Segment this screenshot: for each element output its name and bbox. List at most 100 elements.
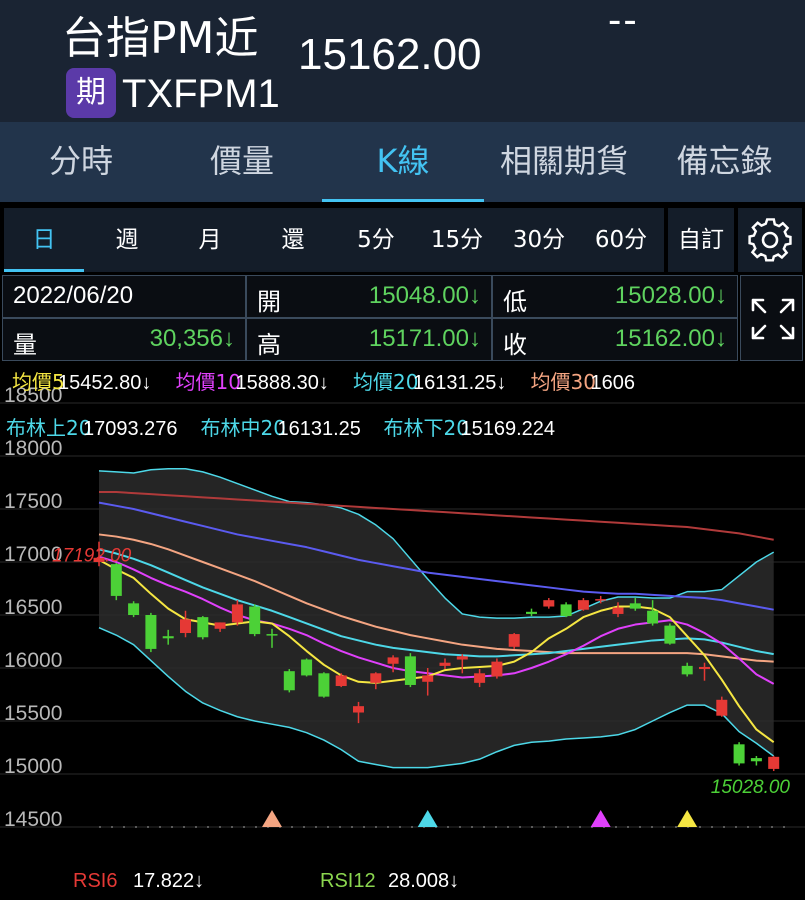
candle-body <box>439 662 451 666</box>
futures-badge: 期 <box>66 68 116 118</box>
high-cell: 高 15171.00↓ <box>246 318 492 361</box>
open-value: 15048.00↓ <box>368 282 481 309</box>
instrument-code: TXFPM1 <box>122 72 280 116</box>
y-tick-label: 18000 <box>4 437 62 460</box>
candle-body <box>318 673 330 697</box>
expand-icon <box>751 298 795 340</box>
candle-body <box>456 656 468 660</box>
signal-marker <box>262 810 282 827</box>
tab-related-futures[interactable]: 相關期貨 <box>499 142 628 180</box>
y-tick-label: 15500 <box>4 702 62 725</box>
candle-body <box>664 625 676 644</box>
y-tick-label: 17500 <box>4 490 62 513</box>
candle-body <box>526 611 537 614</box>
ma-legend-label: 均價30 <box>531 370 596 394</box>
rsi12-value: 28.008↓ <box>388 870 459 892</box>
low-label: 低 <box>503 288 527 316</box>
ma5-line <box>98 559 775 744</box>
gear-icon <box>748 218 792 262</box>
candle-body <box>560 604 572 617</box>
settings-button[interactable] <box>738 208 802 272</box>
active-period-indicator <box>4 269 84 272</box>
period-tab-30min[interactable]: 30分 <box>512 227 566 253</box>
y-tick-label: 18500 <box>4 384 62 407</box>
bollinger-band-fill <box>99 468 774 768</box>
candle-body <box>93 557 105 562</box>
price-change: -- <box>608 0 639 42</box>
period-tab-restore[interactable]: 還 <box>281 227 305 253</box>
ma-long2-line <box>99 491 774 541</box>
volume-label: 量 <box>13 331 37 359</box>
bollinger-lower-line <box>98 627 775 769</box>
instrument-title: 台指PM近 <box>62 13 259 64</box>
boll-legend-value: 17093.276 <box>83 418 178 440</box>
candle-body <box>301 659 313 676</box>
candle-body <box>474 673 486 683</box>
candle-body <box>283 671 295 691</box>
candle-body <box>231 604 243 623</box>
boll-legend-value: 15169.224 <box>461 418 556 440</box>
period-tab-month[interactable]: 月 <box>198 227 222 253</box>
fullscreen-button[interactable] <box>740 275 803 361</box>
active-tab-indicator <box>322 199 484 202</box>
kline-chart[interactable]: 18500 18000 17500 17000 16500 16000 15500 15000… <box>0 361 805 900</box>
candle-body <box>197 617 209 638</box>
ma-legend-value: 1606 <box>591 372 636 394</box>
quote-header: 台指PM近 15162.00 -- 期 TXFPM1 <box>0 0 805 122</box>
period-tab-day[interactable]: 日 <box>32 227 56 253</box>
low-value: 15028.00↓ <box>614 282 727 309</box>
y-tick-label: 16000 <box>4 649 62 672</box>
period-tab-5min[interactable]: 5分 <box>357 227 395 253</box>
ma-legend-value: 15452.80↓ <box>58 372 151 394</box>
candle-body <box>543 600 555 607</box>
boll-legend-value: 16131.25 <box>278 418 361 440</box>
custom-button[interactable]: 自訂 <box>668 208 734 272</box>
candle-body <box>595 599 607 601</box>
high-value: 15171.00↓ <box>368 325 481 352</box>
candle-body <box>145 615 157 649</box>
close-value: 15162.00↓ <box>614 325 727 352</box>
tab-memo[interactable]: 備忘錄 <box>676 142 773 180</box>
ma-legend-value: 16131.25↓ <box>413 372 506 394</box>
candle-body <box>612 607 624 614</box>
signal-marker <box>590 810 611 827</box>
date-cell: 2022/06/20 <box>2 275 246 318</box>
candle-body <box>162 636 174 639</box>
candle-body <box>180 619 191 634</box>
period-tab-background <box>4 208 664 272</box>
candle-body <box>214 622 226 629</box>
ma-legend-label: 均價10 <box>176 370 241 394</box>
candle-body <box>716 699 728 716</box>
period-tab-week[interactable]: 週 <box>115 227 139 253</box>
period-tab-60min[interactable]: 60分 <box>594 227 648 253</box>
low-cell: 低 15028.00↓ <box>492 275 738 318</box>
rsi12-label: RSI12 <box>320 870 376 892</box>
ma20-line <box>98 548 774 658</box>
volume-cell: 量 30,356↓ <box>2 318 246 361</box>
y-tick-label: 17000 <box>4 543 62 566</box>
candle-body <box>387 657 399 664</box>
tab-intraday[interactable]: 分時 <box>48 142 113 180</box>
tab-kline[interactable]: K線 <box>376 142 430 180</box>
high-label: 高 <box>257 331 281 359</box>
candle-body <box>733 744 745 764</box>
period-tab-15min[interactable]: 15分 <box>430 227 484 253</box>
y-tick-label: 16500 <box>4 596 62 619</box>
tab-price-volume[interactable]: 價量 <box>209 142 274 180</box>
candle-body <box>699 666 710 670</box>
close-cell: 收 15162.00↓ <box>492 318 738 361</box>
candle-body <box>422 675 434 682</box>
boll-legend-label: 布林中20 <box>201 416 286 440</box>
ma-long1-line <box>98 501 774 611</box>
ma-legend-label: 均價5 <box>12 370 65 394</box>
period-tab-bar: 日 週 月 還 5分 15分 30分 60分 自訂 <box>0 205 805 273</box>
ma-legend-value: 15888.30↓ <box>236 372 329 394</box>
candle-body <box>404 656 416 685</box>
candle-body <box>508 634 520 647</box>
open-label: 開 <box>257 288 281 316</box>
last-price: 15162.00 <box>298 30 482 79</box>
bollinger-upper-line <box>98 467 775 619</box>
candle-body <box>768 756 780 769</box>
candle-body <box>335 675 347 687</box>
candle-body <box>110 564 122 596</box>
